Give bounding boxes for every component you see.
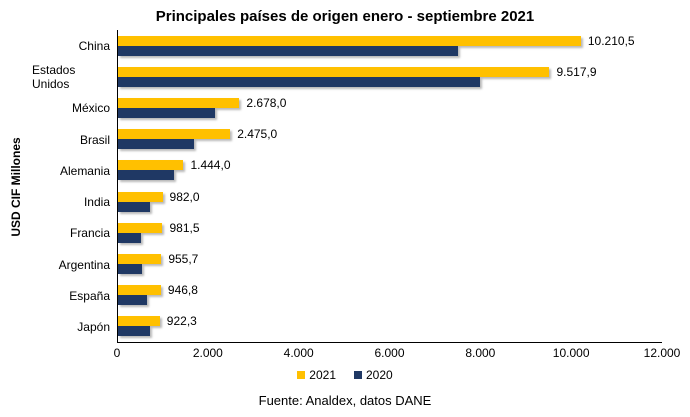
bar-row: 2.475,0 bbox=[118, 124, 662, 155]
value-label: 10.210,5 bbox=[587, 33, 635, 48]
category-axis: China Estados Unidos México Brasil Alemania I… bbox=[32, 30, 117, 343]
y-axis-label: USD CIF Millones bbox=[9, 136, 23, 237]
bar-line-2020 bbox=[118, 326, 662, 337]
bar-line-2020 bbox=[118, 139, 662, 150]
bar-2021 bbox=[118, 35, 581, 46]
category-label: Francia bbox=[69, 226, 110, 241]
x-axis-tick: 0 bbox=[113, 346, 121, 360]
bar-line-2020 bbox=[118, 76, 662, 87]
category-label: Brasil bbox=[79, 132, 110, 147]
value-label: 982,0 bbox=[169, 189, 200, 204]
bar-2021 bbox=[118, 254, 162, 265]
legend-label: 2021 bbox=[309, 368, 336, 382]
bar-2020 bbox=[118, 108, 216, 118]
value-label: 2.678,0 bbox=[246, 96, 287, 110]
bar-2021 bbox=[118, 222, 163, 233]
bar-line-2021: 9.517,9 bbox=[118, 64, 662, 79]
legend-label: 2020 bbox=[366, 368, 393, 382]
bar-line-2020 bbox=[118, 45, 662, 56]
category-label: Estados Unidos bbox=[32, 62, 76, 91]
bar-row: 1.444,0 bbox=[118, 155, 662, 186]
x-axis-tick: 2.000 bbox=[192, 346, 223, 360]
legend-swatch-2021 bbox=[297, 371, 306, 379]
bar-line-2020 bbox=[118, 108, 662, 118]
category-label: México bbox=[71, 101, 110, 116]
bar-line-2021: 981,5 bbox=[118, 220, 662, 235]
bar-line-2021: 946,8 bbox=[118, 283, 662, 298]
value-label: 1.444,0 bbox=[190, 158, 231, 173]
bar-line-2020 bbox=[118, 295, 662, 306]
x-axis: 0 2.000 4.000 6.000 8.000 10.000 12.000 bbox=[113, 343, 681, 361]
bar-line-2021: 982,0 bbox=[118, 189, 662, 204]
category-label: Argentina bbox=[58, 257, 110, 272]
bar-row: 9.517,9 bbox=[118, 61, 662, 92]
bar-row: 946,8 bbox=[118, 280, 662, 311]
bar-2020 bbox=[118, 45, 458, 56]
bar-2020 bbox=[118, 295, 147, 306]
chart-body: USD CIF Millones China Estados Unidos Méxi… bbox=[0, 30, 690, 361]
bar-line-2021: 955,7 bbox=[118, 252, 662, 267]
x-axis-tick: 10.000 bbox=[552, 346, 590, 360]
source-text: Fuente: Analdex, datos DANE bbox=[258, 393, 432, 408]
category-label: Japón bbox=[77, 320, 110, 335]
category-label: Alemania bbox=[59, 163, 110, 178]
value-label: 955,7 bbox=[168, 252, 199, 267]
x-axis-tick: 6.000 bbox=[374, 346, 405, 360]
bar-row: 2.678,0 bbox=[118, 92, 662, 123]
bar-line-2020 bbox=[118, 264, 662, 275]
bar-row: 982,0 bbox=[118, 186, 662, 217]
y-axis-label-column: USD CIF Millones bbox=[0, 30, 32, 343]
bar-line-2021: 922,3 bbox=[118, 314, 662, 329]
x-axis-tick: 12.000 bbox=[643, 346, 681, 360]
bar-line-2021: 2.678,0 bbox=[118, 96, 662, 110]
category-label: España bbox=[69, 289, 110, 304]
bar-row: 981,5 bbox=[118, 217, 662, 248]
bar-2020 bbox=[118, 232, 142, 243]
bar-row: 922,3 bbox=[118, 311, 662, 342]
bar-line-2020 bbox=[118, 170, 662, 181]
plot-area: 10.210,5 9.517,9 2.678,0 2.475,0 1.444,0 982,… bbox=[117, 30, 662, 343]
bar-2020 bbox=[118, 326, 150, 337]
bar-2021 bbox=[118, 129, 231, 140]
x-axis-tick: 4.000 bbox=[283, 346, 314, 360]
value-label: 922,3 bbox=[166, 314, 197, 329]
bar-2020 bbox=[118, 170, 175, 181]
category-label: China bbox=[78, 38, 110, 53]
legend-swatch-2020 bbox=[354, 371, 362, 379]
legend-item-2020: 2020 bbox=[354, 368, 393, 382]
bar-2020 bbox=[118, 76, 480, 87]
bar-line-2021: 10.210,5 bbox=[118, 33, 662, 48]
legend-item-2021: 2021 bbox=[297, 368, 336, 382]
bar-2020 bbox=[118, 201, 150, 212]
bar-2020 bbox=[118, 264, 143, 275]
category-label: India bbox=[83, 195, 110, 210]
bar-line-2020 bbox=[118, 201, 662, 212]
legend: 2021 2020 bbox=[0, 367, 690, 383]
bar-line-2020 bbox=[118, 232, 662, 243]
bar-2021 bbox=[118, 285, 161, 296]
bar-2020 bbox=[118, 139, 194, 150]
bar-2021 bbox=[118, 316, 160, 327]
bar-row: 10.210,5 bbox=[118, 30, 662, 61]
bar-line-2021: 2.475,0 bbox=[118, 127, 662, 142]
value-label: 9.517,9 bbox=[556, 64, 597, 79]
x-axis-tick: 8.000 bbox=[465, 346, 496, 360]
bar-2021 bbox=[118, 98, 240, 108]
bar-2021 bbox=[118, 66, 550, 77]
bar-line-2021: 1.444,0 bbox=[118, 158, 662, 173]
bar-2021 bbox=[118, 160, 184, 171]
bar-row: 955,7 bbox=[118, 248, 662, 279]
value-label: 981,5 bbox=[169, 220, 200, 235]
value-label: 946,8 bbox=[167, 283, 198, 298]
page-title: Principales países de origen enero - sep… bbox=[155, 8, 535, 25]
plot-column: 10.210,5 9.517,9 2.678,0 2.475,0 1.444,0 982,… bbox=[113, 30, 681, 361]
value-label: 2.475,0 bbox=[237, 127, 278, 142]
bar-2021 bbox=[118, 191, 163, 202]
